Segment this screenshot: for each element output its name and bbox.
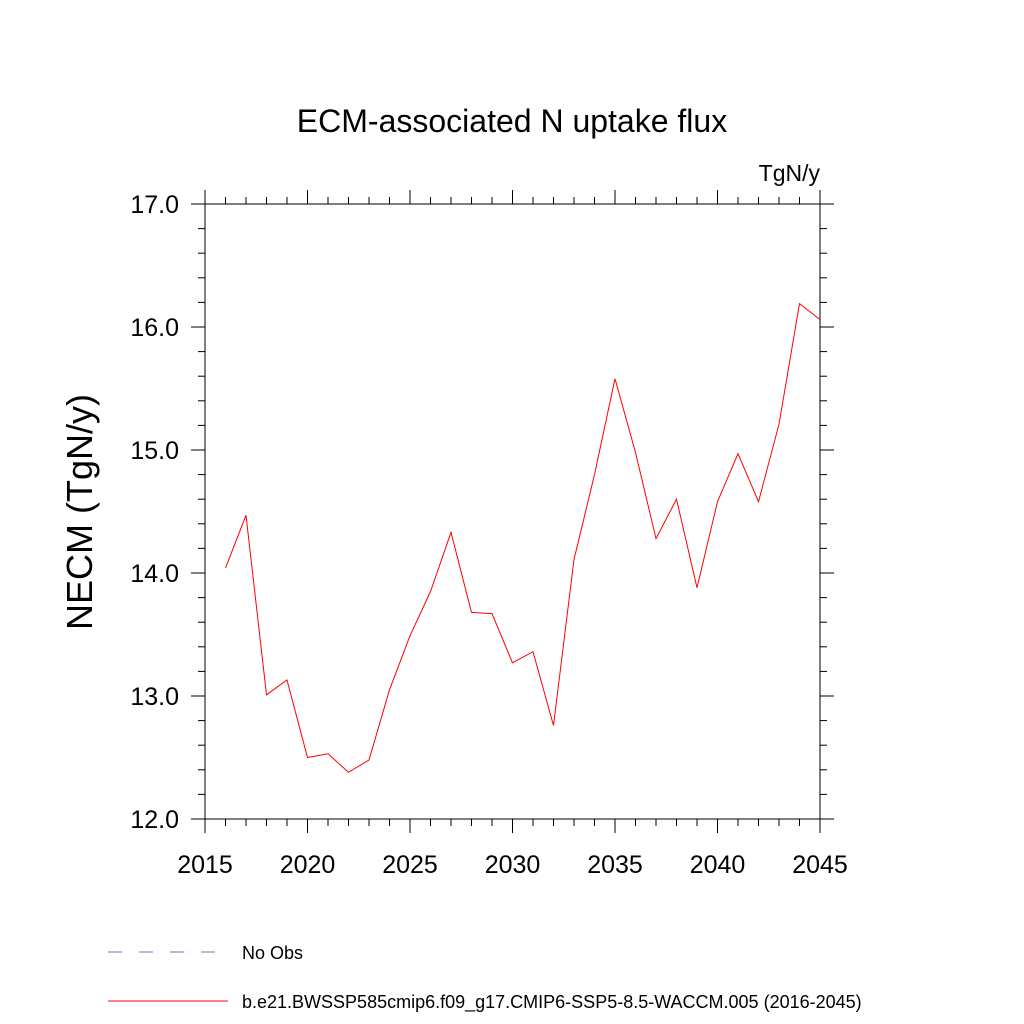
units-label: TgN/y xyxy=(759,160,821,186)
y-axis-tick-labels: 12.0 13.0 14.0 15.0 16.0 17.0 xyxy=(130,191,179,834)
legend-label: b.e21.BWSSP585cmip6.f09_g17.CMIP6-SSP5-8… xyxy=(242,992,862,1013)
x-tick-label: 2015 xyxy=(177,851,233,879)
chart-title: ECM-associated N uptake flux xyxy=(297,103,727,139)
legend-label: No Obs xyxy=(242,943,303,963)
y-tick-label: 12.0 xyxy=(130,806,179,834)
plot-frame xyxy=(204,203,821,820)
series-line xyxy=(225,302,821,773)
y-tick-label: 14.0 xyxy=(130,560,179,588)
y-tick-label: 13.0 xyxy=(130,683,179,711)
x-tick-label: 2030 xyxy=(485,851,541,879)
x-tick-label: 2020 xyxy=(280,851,336,879)
axis-ticks xyxy=(191,190,834,833)
y-tick-label: 15.0 xyxy=(130,437,179,465)
x-tick-label: 2040 xyxy=(690,851,746,879)
y-tick-label: 16.0 xyxy=(130,314,179,342)
x-tick-label: 2035 xyxy=(587,851,643,879)
x-tick-label: 2045 xyxy=(792,851,848,879)
x-tick-label: 2025 xyxy=(382,851,438,879)
y-tick-label: 17.0 xyxy=(130,191,179,219)
series-group xyxy=(225,302,821,773)
x-axis-tick-labels: 2015 2020 2025 2030 2035 2040 2045 xyxy=(177,851,848,879)
y-axis-label: NECM (TgN/y) xyxy=(59,394,100,630)
legend: No Obs b.e21.BWSSP585cmip6.f09_g17.CMIP6-… xyxy=(108,943,862,1013)
